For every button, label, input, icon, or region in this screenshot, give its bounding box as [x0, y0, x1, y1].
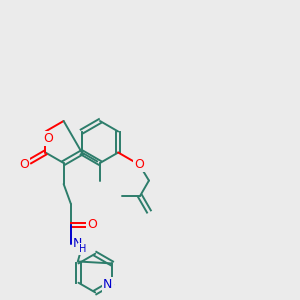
Text: N: N: [103, 278, 112, 291]
Text: O: O: [134, 158, 144, 171]
Text: O: O: [19, 158, 29, 171]
Text: O: O: [44, 132, 53, 145]
Text: H: H: [79, 244, 86, 254]
Text: N: N: [73, 237, 83, 250]
Text: O: O: [88, 218, 98, 231]
